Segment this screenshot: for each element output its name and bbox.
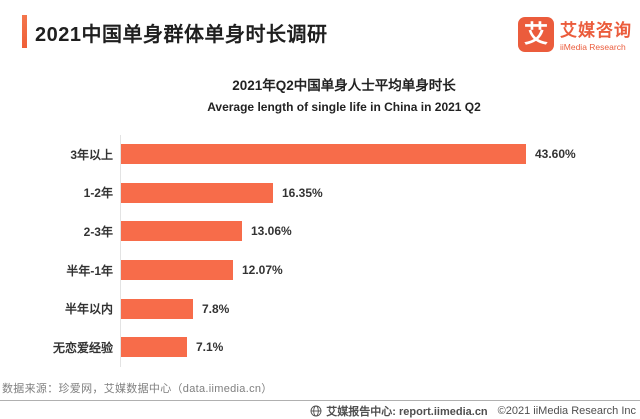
bar-track: 43.60% (120, 135, 612, 174)
brand-name-cn: 艾媒咨询 (560, 21, 632, 40)
bar-track: 12.07% (120, 250, 612, 290)
chart-rows: 3年以上 43.60% 1-2年 16.35% 2-3年 13.06% 半年-1年 12.07… (8, 135, 612, 367)
copyright-text: ©2021 iiMedia Research Inc (497, 405, 636, 417)
title-accent-bar (22, 15, 27, 48)
brand-logo-icon: 艾 (518, 16, 554, 52)
brand-logo: 艾 艾媒咨询 iiMedia Research (518, 16, 632, 52)
bar (121, 144, 526, 165)
bar (121, 221, 242, 242)
globe-icon (310, 405, 322, 417)
brand-name-en: iiMedia Research (560, 42, 626, 52)
chart-row: 半年-1年 12.07% (8, 250, 612, 290)
brand-text: 艾媒咨询 iiMedia Research (560, 16, 632, 52)
chart-row: 1-2年 16.35% (8, 173, 612, 213)
chart-row: 半年以内 7.8% (8, 289, 612, 328)
bar-track: 7.8% (120, 289, 612, 328)
chart-row: 2-3年 13.06% (8, 212, 612, 251)
category-label: 1-2年 (83, 186, 113, 201)
chart-title: 2021年Q2中国单身人士平均单身时长 (232, 78, 456, 93)
bar (121, 260, 233, 281)
value-label: 7.1% (196, 340, 224, 355)
footer-divider (0, 400, 640, 401)
bar-track: 7.1% (120, 327, 612, 367)
value-label: 13.06% (251, 224, 292, 239)
page-title: 2021中国单身群体单身时长调研 (35, 24, 328, 46)
value-label: 12.07% (242, 263, 283, 278)
bar (121, 182, 273, 203)
chart-row: 无恋爱经验 7.1% (8, 327, 612, 367)
chart-title-block: 2021年Q2中国单身人士平均单身时长 Average length of si… (128, 74, 560, 114)
chart-subtitle: Average length of single life in China i… (207, 100, 481, 114)
footer: 艾媒报告中心: report.iimedia.cn ©2021 iiMedia … (310, 403, 636, 419)
data-source-note: 数据来源：珍爱网，艾媒数据中心（data.iimedia.cn） (2, 383, 273, 395)
value-label: 16.35% (282, 185, 323, 200)
bar (121, 298, 193, 319)
category-label: 无恋爱经验 (52, 340, 113, 355)
chart-row: 3年以上 43.60% (8, 135, 612, 174)
category-label: 半年以内 (64, 302, 113, 317)
bar (121, 337, 187, 358)
category-label: 半年-1年 (66, 263, 113, 278)
value-label: 7.8% (202, 301, 230, 316)
bar-track: 13.06% (120, 212, 612, 251)
bar-track: 16.35% (120, 173, 612, 213)
category-label: 3年以上 (70, 147, 113, 162)
report-center-link: 艾媒报告中心: report.iimedia.cn (326, 406, 488, 418)
report-header: 2021中国单身群体单身时长调研 艾 艾媒咨询 iiMedia Research (0, 0, 640, 66)
category-label: 2-3年 (83, 224, 113, 239)
value-label: 43.60% (535, 147, 576, 162)
